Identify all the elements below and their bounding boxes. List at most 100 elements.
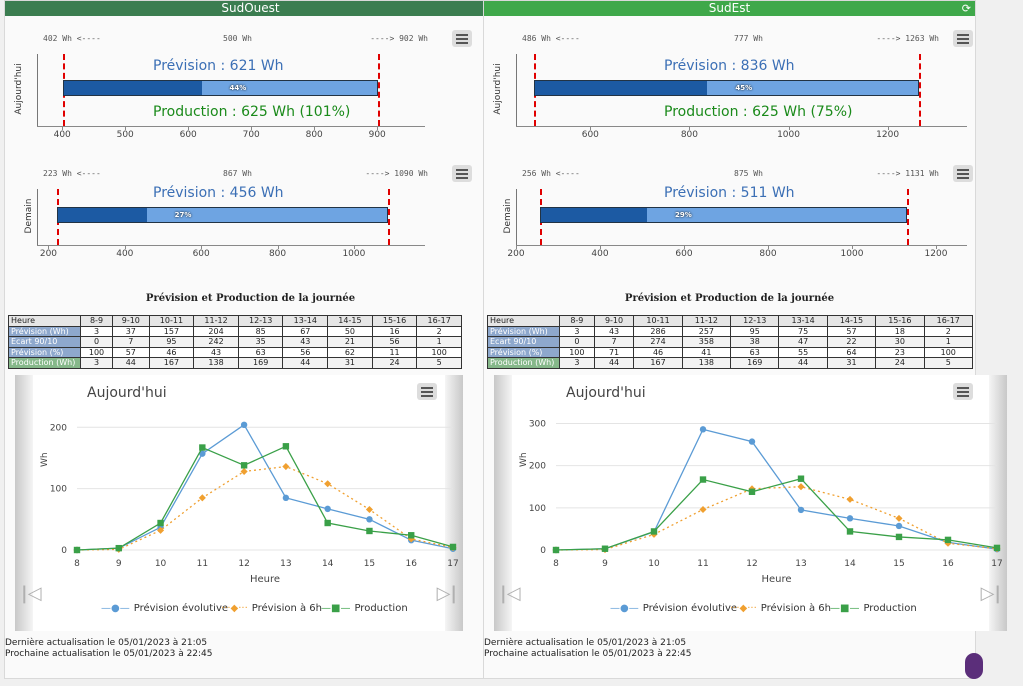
gauge-max-line (907, 189, 910, 245)
table-cell: 7 (593, 336, 635, 348)
chart-nav-left[interactable] (15, 375, 33, 631)
table-cell: 56 (371, 336, 418, 348)
gauge-bar: 44% (63, 80, 379, 96)
gauge-max-label: ----> 902 Wh (370, 34, 428, 43)
gauge-max-label: ----> 1263 Wh (876, 34, 939, 43)
legend-item[interactable]: ···◆··· Prévision à 6h (730, 603, 831, 614)
point-production (601, 545, 609, 552)
table-cell: 3 (559, 357, 595, 369)
table-header-cell: Heure (8, 315, 81, 327)
point-production (650, 528, 658, 535)
menu-icon[interactable] (953, 165, 973, 182)
y-tick-label: 300 (529, 419, 546, 429)
table-cell: 21 (327, 336, 373, 348)
table-cell: 44 (282, 357, 329, 369)
point-production (993, 544, 1001, 552)
gauge-tick (788, 126, 790, 130)
series-line-1 (76, 465, 454, 551)
gauge-tick-label: 1000 (342, 249, 366, 259)
nav-last-icon[interactable]: ▷| (436, 583, 457, 604)
gauge-tick (251, 126, 253, 130)
gauge-today: 402 Wh <---- 500 Wh ----> 902 Wh 400 500 600 7… (5, 18, 498, 144)
point-production (552, 546, 560, 554)
legend-label: Prévision à 6h (251, 603, 322, 614)
table-cell: 95 (148, 336, 195, 348)
chart-nav-right[interactable] (445, 375, 463, 631)
gauge-tick (600, 245, 601, 249)
gauge-bar-fill (534, 81, 708, 95)
chart-nav-left[interactable] (494, 375, 512, 631)
chart-menu-icon[interactable] (953, 383, 973, 400)
last-update: Dernière actualisation le 05/01/2023 à 2… (484, 638, 687, 648)
table-header-cell: 10-11 (633, 315, 683, 327)
gauge-tick (353, 245, 355, 249)
table-cell: 57 (826, 325, 877, 337)
table-header-cell: 8-9 (559, 315, 595, 327)
table-header-cell: 14-15 (826, 315, 877, 327)
gauge-tick (48, 245, 50, 249)
gauge-x-axis (37, 245, 425, 246)
gauge-tick-label: 600 (192, 249, 210, 259)
gauge-tick (768, 245, 769, 249)
chart-title: Aujourd'hui (566, 385, 646, 401)
table-cell: 43 (282, 336, 329, 348)
table-cell: 167 (633, 357, 683, 369)
panel-title: SudEst (708, 1, 751, 15)
legend-item[interactable]: —■— Production (321, 603, 408, 614)
menu-line (456, 173, 468, 175)
table-cell: 43 (593, 325, 635, 337)
point-production (944, 536, 952, 544)
point-prevision-6h (846, 495, 854, 503)
gauge-tick-label: 600 (675, 249, 693, 259)
floating-action-button[interactable] (965, 653, 983, 679)
table-header-cell: 11-12 (193, 315, 239, 327)
gauge-tick-label: 800 (680, 130, 699, 140)
legend-item[interactable]: ···◆··· Prévision à 6h (221, 603, 322, 614)
nav-last-icon[interactable]: ▷| (980, 583, 1001, 604)
gauge-tick-label: 1000 (777, 130, 800, 140)
gauge-tick-label: 400 (591, 249, 609, 259)
gauge-max-line (918, 54, 921, 126)
gauge-x-axis (516, 245, 967, 246)
table-row: Ecart 90/10 0 7 95 242 35 43 21 56 1 (8, 336, 462, 348)
chart-menu-icon[interactable] (417, 383, 437, 400)
gauge-tick (188, 126, 190, 130)
point-production (240, 462, 248, 469)
gauge-min-label: 223 Wh <---- (43, 169, 101, 178)
line-chart: |◁ ▷| Aujourd'hui 0 100 200 8 9 10 11 12 13 14 15 16 17… (15, 375, 463, 631)
legend-item[interactable]: —●— Prévision évolutive (101, 603, 228, 614)
table-row: Prévision (Wh) 3 43 286 257 95 75 57 18 2 (487, 325, 974, 337)
table-cell: 62 (327, 346, 373, 358)
menu-icon[interactable] (953, 30, 973, 47)
point-prevision-6h (895, 514, 903, 522)
table-cell: 11 (371, 346, 418, 358)
menu-icon[interactable] (452, 165, 472, 182)
table-header-cell: 12-13 (237, 315, 284, 327)
gauge-percent: 27% (174, 211, 192, 219)
gauge-x-axis (37, 126, 425, 127)
panel-header: SudEst ⟳ (484, 1, 975, 16)
chart-nav-right[interactable] (989, 375, 1007, 631)
point-prevision-6h (198, 494, 206, 502)
table-cell: 5 (416, 357, 462, 369)
menu-icon[interactable] (452, 30, 472, 47)
legend-item[interactable]: —■— Production (830, 603, 917, 614)
table-cell: 46 (633, 346, 683, 358)
table-cell: 2 (923, 325, 974, 337)
x-tick-label: 10 (155, 559, 167, 569)
point-production (73, 546, 81, 554)
refresh-icon[interactable]: ⟳ (961, 2, 971, 15)
table-row: Production (Wh) 3 44 167 138 169 44 31 24 5 (8, 357, 462, 369)
panel-sudouest: SudOuest⟳402 Wh <----500 Wh----> 902 Wh4… (4, 0, 497, 679)
x-tick-label: 15 (893, 559, 904, 569)
legend-diamond-icon: ···◆··· (221, 603, 248, 614)
legend-item[interactable]: —●— Prévision évolutive (610, 603, 737, 614)
nav-first-icon[interactable]: |◁ (500, 583, 521, 604)
prevision-text: Prévision : 621 Wh (153, 58, 284, 74)
nav-first-icon[interactable]: |◁ (21, 583, 42, 604)
gauge-row-label: Demain (24, 198, 34, 234)
table-row: Prévision (%) 100 57 46 43 63 56 62 11 100 (8, 346, 462, 358)
legend-label: Prévision évolutive (642, 603, 738, 614)
point-production (157, 519, 164, 527)
table-header-cell: 9-10 (112, 315, 150, 327)
